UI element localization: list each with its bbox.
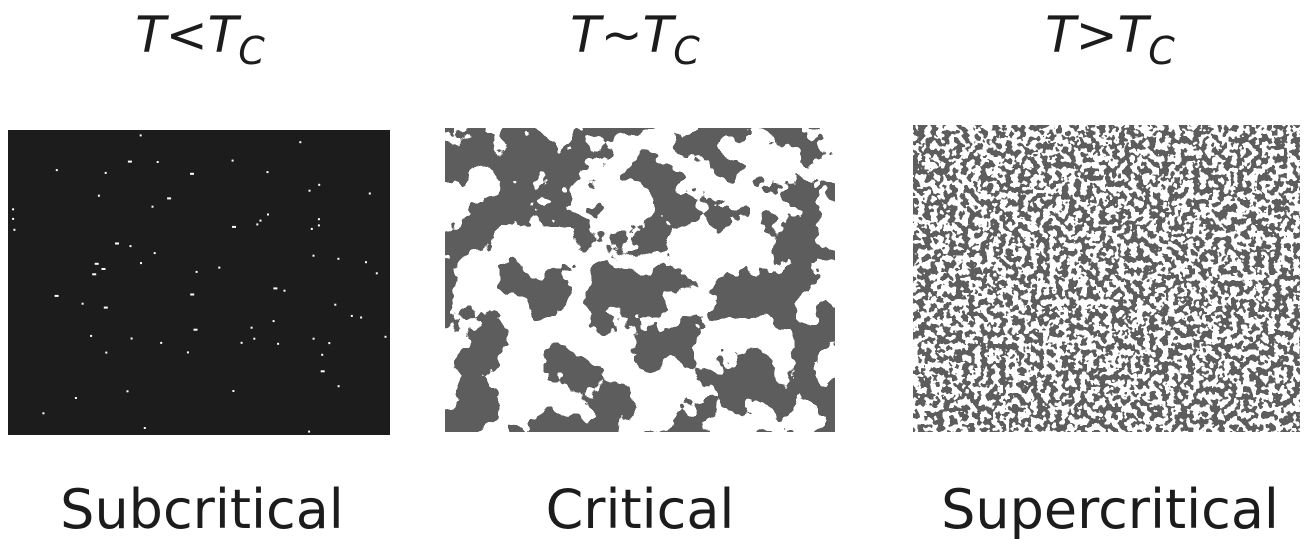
flipped-spin (369, 193, 371, 195)
flipped-spin (318, 184, 320, 186)
flipped-spin (360, 317, 362, 319)
flipped-spin (299, 141, 301, 143)
panel-label: Subcritical (60, 478, 344, 539)
flipped-spin (105, 352, 107, 354)
flipped-spin (218, 267, 220, 269)
panel-label: Supercritical (941, 478, 1279, 539)
critical-lattice (445, 128, 835, 432)
flipped-spin (253, 338, 255, 340)
flipped-spin (328, 342, 330, 344)
flipped-spin (140, 134, 142, 136)
flipped-spin (167, 197, 171, 199)
flipped-spin (313, 338, 315, 340)
flipped-spin (105, 172, 107, 174)
flipped-spin (157, 161, 159, 163)
figure: T<TC T~TC T>TC Subcritical Critical Supe… (0, 0, 1308, 539)
flipped-spin (115, 243, 119, 245)
title-subscript: C (1148, 29, 1175, 73)
flipped-spin (277, 343, 279, 345)
flipped-spin (376, 272, 378, 274)
panel-label: Critical (546, 478, 735, 539)
flipped-spin (284, 290, 286, 292)
flipped-spin (311, 228, 313, 230)
flipped-spin (140, 262, 142, 264)
flipped-spin (321, 354, 323, 356)
flipped-spin (338, 385, 340, 387)
flipped-spin (267, 214, 269, 216)
flipped-spin (318, 218, 320, 220)
flipped-spin (13, 229, 15, 231)
flipped-spin (187, 351, 189, 353)
flipped-spin (267, 171, 269, 173)
flipped-spin (194, 329, 198, 331)
flipped-spin (251, 327, 253, 329)
flipped-spin (337, 258, 339, 260)
flipped-spin (104, 307, 108, 309)
title-subscript: C (238, 29, 265, 73)
title-base: T<T (135, 6, 241, 64)
panel-title: T<TC (135, 6, 265, 73)
flipped-spin (273, 320, 275, 322)
flipped-spin (318, 224, 320, 226)
flipped-spin (131, 338, 133, 340)
flipped-spin (385, 336, 387, 338)
flipped-spin (75, 397, 77, 399)
subcritical-lattice (8, 130, 390, 435)
flipped-spin (55, 295, 59, 297)
flipped-spin (130, 245, 132, 247)
flipped-spin (102, 268, 106, 270)
flipped-spin (273, 287, 277, 289)
flipped-spin (232, 160, 234, 162)
title-subscript: C (673, 29, 700, 73)
flipped-spin (241, 342, 243, 344)
flipped-spin (256, 223, 258, 225)
flipped-spin (196, 271, 198, 273)
flipped-spin (56, 169, 58, 171)
flipped-spin (12, 218, 14, 220)
flipped-spin (152, 206, 154, 208)
flipped-spin (232, 390, 234, 392)
flipped-spin (321, 370, 325, 372)
flipped-spin (313, 255, 315, 257)
flipped-spin (308, 431, 310, 433)
flipped-spin (365, 261, 367, 263)
title-base: T~T (570, 6, 676, 64)
flipped-spin (190, 294, 194, 296)
flipped-spin (309, 190, 311, 192)
flipped-spin (128, 161, 132, 163)
flipped-spin (42, 412, 44, 414)
flipped-spin (127, 390, 129, 392)
flipped-spin (144, 427, 146, 429)
flipped-spin (351, 315, 353, 317)
panel-title: T~TC (570, 6, 700, 73)
title-base: T>T (1045, 6, 1151, 64)
flipped-spin (95, 263, 99, 265)
flipped-spin (98, 195, 100, 197)
lattice-background (8, 130, 390, 435)
page: T<TC T~TC T>TC Subcritical Critical Supe… (0, 0, 1308, 539)
flipped-spin (334, 304, 336, 306)
panel-title: T>TC (1045, 6, 1175, 73)
flipped-spin (82, 303, 84, 305)
flipped-spin (260, 220, 262, 222)
flipped-spin (190, 173, 194, 175)
flipped-spin (12, 208, 14, 210)
flipped-spin (232, 226, 236, 228)
flipped-spin (92, 273, 96, 275)
flipped-spin (154, 252, 156, 254)
flipped-spin (160, 342, 162, 344)
supercritical-lattice (913, 125, 1300, 432)
flipped-spin (90, 335, 92, 337)
